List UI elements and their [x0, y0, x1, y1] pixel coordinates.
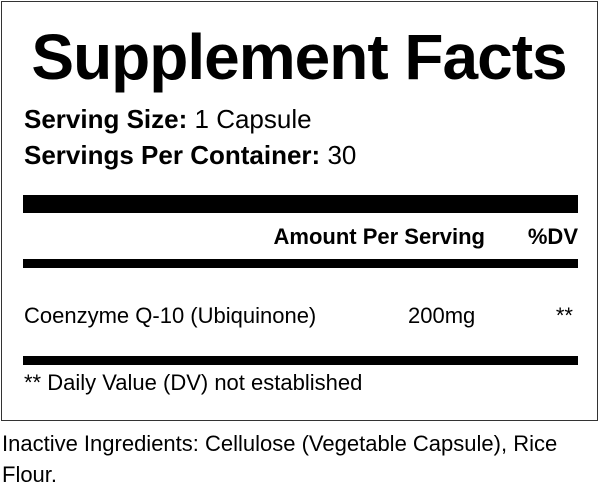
footnote: ** Daily Value (DV) not established	[24, 370, 363, 395]
amount-header: Amount Per Serving	[273, 224, 485, 249]
servings-value: 30	[327, 140, 357, 170]
divider	[23, 356, 578, 365]
ingredient-dv: **	[555, 303, 573, 328]
supplement-facts-panel	[1, 1, 598, 421]
panel-title: Supplement Facts	[31, 21, 567, 93]
divider	[23, 259, 578, 268]
serving-size: Serving Size: 1 Capsule	[24, 104, 312, 135]
thick-divider	[23, 195, 578, 213]
serving-size-label: Serving Size:	[24, 104, 188, 134]
dv-header: %DV	[527, 224, 578, 249]
ingredient-name: Coenzyme Q-10 (Ubiquinone)	[24, 303, 317, 328]
inactive-ingredients: Inactive Ingredients: Cellulose (Vegetab…	[2, 431, 558, 487]
servings-per-container: Servings Per Container: 30	[24, 140, 356, 171]
servings-label: Servings Per Container:	[24, 140, 321, 170]
ingredient-amount: 200mg	[408, 303, 476, 328]
serving-size-value: 1 Capsule	[194, 104, 312, 134]
